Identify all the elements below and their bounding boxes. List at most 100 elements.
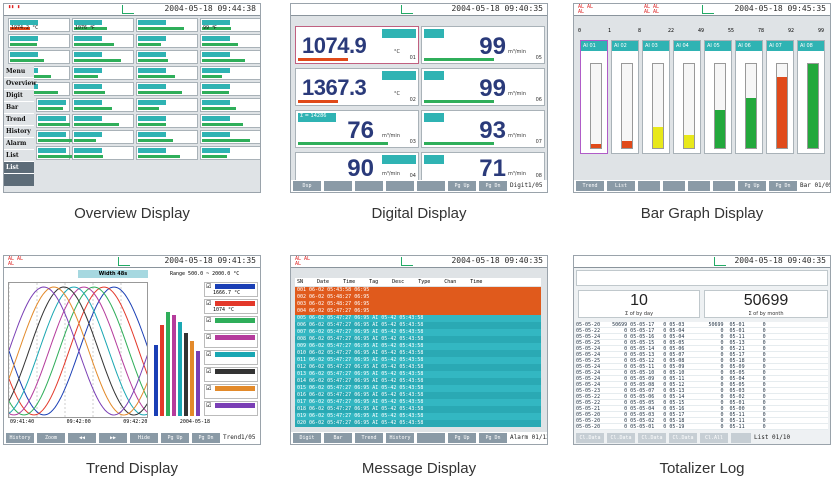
bar-column[interactable]: AI 01 (580, 40, 608, 154)
bar-column[interactable]: AI 06 (735, 40, 763, 154)
message-row[interactable]: 019 06-02 05:47:27 06:95 AI 05-42 05:43:… (295, 413, 541, 420)
message-row[interactable]: 013 06-02 05:47:27 06:95 AI 05-42 05:43:… (295, 371, 541, 378)
checkbox-icon[interactable]: ☑ (206, 334, 212, 341)
overview-cell[interactable] (136, 130, 198, 144)
softkey-history[interactable]: History (6, 433, 34, 443)
message-row[interactable]: 020 06-02 05:47:27 06:95 AI 05-42 05:43:… (295, 420, 541, 427)
message-row[interactable]: 012 06-02 05:47:27 06:95 AI 05-42 05:43:… (295, 364, 541, 371)
bar-column[interactable]: AI 02 (611, 40, 639, 154)
overview-cell[interactable] (200, 82, 260, 96)
softkey-page-up[interactable]: Pg Up (448, 433, 476, 443)
totalizer-row[interactable]: 05-05-24 0 05-05-14 0 05-06 0 05-21 0 (576, 346, 828, 352)
menu-item[interactable]: List (4, 162, 34, 174)
message-row[interactable]: 006 06-02 05:47:27 06:95 AI 05-42 05:43:… (295, 322, 541, 329)
overview-cell[interactable] (136, 146, 198, 160)
legend-item[interactable]: ☑ (204, 384, 258, 399)
checkbox-icon[interactable]: ☑ (206, 317, 212, 324)
totalizer-row[interactable]: 05-05-25 0 05-05-12 0 05-08 0 05-18 0 (576, 358, 828, 364)
softkey[interactable] (638, 181, 660, 191)
overview-cell[interactable] (200, 66, 260, 80)
softkey[interactable] (731, 433, 751, 443)
message-row[interactable]: 018 06-02 05:47:27 06:95 AI 05-42 05:43:… (295, 406, 541, 413)
overview-cell[interactable] (136, 66, 198, 80)
overview-cell[interactable] (136, 82, 198, 96)
message-row[interactable]: 011 06-02 05:47:27 06:95 AI 05-42 05:43:… (295, 357, 541, 364)
checkbox-icon[interactable]: ☑ (206, 283, 212, 290)
message-row[interactable]: 008 06-02 05:47:27 06:95 AI 05-42 05:43:… (295, 336, 541, 343)
message-row[interactable]: 017 06-02 05:47:27 06:95 AI 05-42 05:43:… (295, 399, 541, 406)
softkey[interactable] (713, 181, 735, 191)
checkbox-icon[interactable]: ☑ (206, 300, 212, 307)
menu-item[interactable]: History (4, 126, 34, 138)
message-row[interactable]: 010 06-02 05:47:27 06:95 AI 05-42 05:43:… (295, 350, 541, 357)
legend-item[interactable]: ☑ (204, 350, 258, 365)
legend-item[interactable]: ☑ (204, 367, 258, 382)
softkey-hide[interactable]: Hide (130, 433, 158, 443)
totalizer-row[interactable]: 05-05-24 0 05-05-11 0 05-09 0 05-09 0 (576, 364, 828, 370)
overview-cell[interactable] (200, 50, 260, 64)
softkey-forward[interactable]: ▶▶ (99, 433, 127, 443)
softkey-bar[interactable]: Bar (324, 433, 352, 443)
menu-item[interactable]: Trend (4, 114, 34, 126)
totalizer-row[interactable]: 05-05-20 0 05-05-01 0 05-19 0 05-11 0 (576, 424, 828, 430)
softkey-page-down[interactable]: Pg Dn (479, 433, 507, 443)
legend-item[interactable]: ☑ (204, 333, 258, 348)
totalizer-row[interactable]: 05-05-24 0 05-05-16 0 05-04 0 05-11 0 (576, 334, 828, 340)
overview-cell[interactable] (72, 98, 134, 112)
softkey-page-up[interactable]: Pg Up (161, 433, 189, 443)
totalizer-row[interactable]: 05-05-24 0 05-05-13 0 05-07 0 05-17 0 (576, 352, 828, 358)
bar-column[interactable]: AI 04 (673, 40, 701, 154)
overview-cell[interactable] (72, 146, 134, 160)
totalizer-row[interactable]: 05-05-22 0 05-05-17 0 05-04 0 05-01 0 (576, 328, 828, 334)
overview-cell[interactable] (8, 34, 70, 48)
menu-item[interactable]: Bar (4, 102, 34, 114)
overview-cell[interactable] (72, 34, 134, 48)
softkey-clear-all[interactable]: Cl.All (700, 433, 728, 443)
legend-item[interactable]: ☑ 1666.7 °C (204, 282, 258, 297)
softkey[interactable] (324, 181, 352, 191)
softkey-page-up[interactable]: Pg Up (448, 181, 476, 191)
message-row[interactable]: 007 06-02 05:47:27 06:95 AI 05-42 05:43:… (295, 329, 541, 336)
overview-cell[interactable] (200, 98, 260, 112)
menu-item[interactable]: Digit (4, 90, 34, 102)
overview-menu[interactable]: Menu Overview Digit Bar Trend History Al… (4, 66, 36, 186)
totalizer-row[interactable]: 05-05-24 0 05-05-10 0 05-10 0 05-05 0 (576, 370, 828, 376)
totalizer-row[interactable]: 05-05-20 0 05-05-03 0 05-17 0 05-11 0 (576, 412, 828, 418)
message-row[interactable]: 016 06-02 05:47:27 06:95 AI 05-42 05:43:… (295, 392, 541, 399)
softkey-list[interactable]: List (607, 181, 635, 191)
message-row[interactable]: 002 06-02 05:48:27 06:95 (295, 294, 541, 301)
checkbox-icon[interactable]: ☑ (206, 351, 212, 358)
softkey-digit[interactable]: Digit (293, 433, 321, 443)
message-row[interactable]: 003 06-02 05:48:27 06:95 (295, 301, 541, 308)
softkey[interactable] (417, 433, 445, 443)
softkey[interactable] (355, 181, 383, 191)
softkey-back[interactable]: ◀◀ (68, 433, 96, 443)
softkey-page-down[interactable]: Pg Dn (479, 181, 507, 191)
softkey[interactable] (417, 181, 445, 191)
menu-item[interactable]: Menu (4, 66, 34, 78)
totalizer-row[interactable]: 05-05-24 0 05-05-08 0 05-12 0 05-05 0 (576, 382, 828, 388)
checkbox-icon[interactable]: ☑ (206, 402, 212, 409)
overview-cell[interactable] (136, 98, 198, 112)
message-row[interactable]: 014 06-02 05:47:27 06:95 AI 05-42 05:43:… (295, 378, 541, 385)
totalizer-row[interactable]: 05-05-22 0 05-05-06 0 05-14 0 05-02 0 (576, 394, 828, 400)
overview-cell[interactable] (200, 146, 260, 160)
totalizer-row[interactable]: 05-05-23 0 05-05-07 0 05-13 0 05-03 0 (576, 388, 828, 394)
softkey-page-down[interactable]: Pg Dn (769, 181, 797, 191)
checkbox-icon[interactable]: ☑ (206, 368, 212, 375)
message-row[interactable]: 001 06-02 05:43:58 06:95 (295, 287, 541, 294)
softkey-clear-data[interactable]: Cl.Data (669, 433, 697, 443)
overview-cell[interactable]: 1076 ℉ (72, 18, 134, 32)
softkey[interactable] (663, 181, 685, 191)
message-row[interactable]: 015 06-02 05:47:27 06:95 AI 05-42 05:43:… (295, 385, 541, 392)
overview-cell[interactable] (200, 130, 260, 144)
softkey[interactable] (688, 181, 710, 191)
overview-cell[interactable]: 1974.2 °C (8, 18, 70, 32)
overview-cell[interactable] (36, 114, 70, 128)
overview-cell[interactable]: 99 ℉ (200, 18, 260, 32)
softkey-trend[interactable]: Trend (576, 181, 604, 191)
softkey-clear-data[interactable]: Cl.Data (576, 433, 604, 443)
menu-item[interactable]: Overview (4, 78, 36, 90)
overview-cell[interactable] (72, 114, 134, 128)
totalizer-row[interactable]: 05-05-22 0 05-05-05 0 05-15 0 05-01 0 (576, 400, 828, 406)
